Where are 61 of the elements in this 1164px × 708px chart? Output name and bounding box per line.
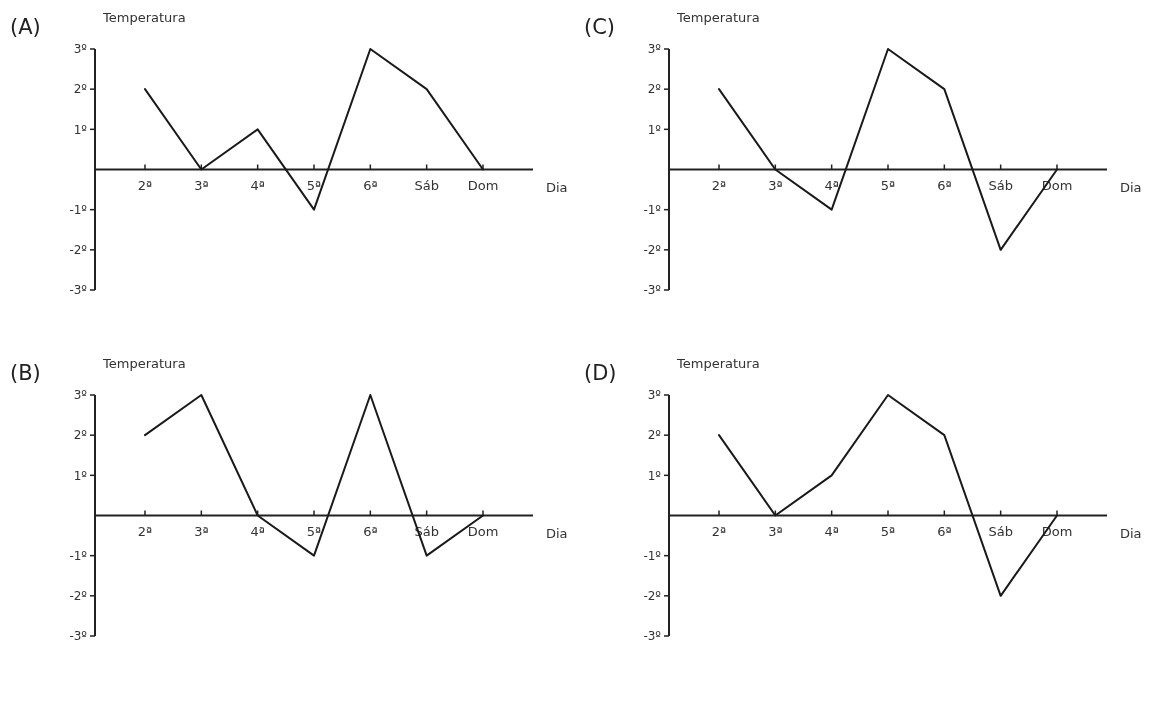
x-tick-label: 6ª — [937, 177, 952, 193]
x-tick-label: 2ª — [711, 177, 727, 193]
y-tick-label: 2º — [73, 82, 88, 97]
y-axis-title: Temperatura — [102, 10, 186, 25]
x-axis-title: Dia — [546, 179, 568, 195]
chart-title: (A) — [10, 15, 41, 39]
x-tick-label: Sáb — [988, 523, 1013, 539]
y-tick-label: -1º — [643, 202, 662, 217]
y-tick-label: -2º — [643, 589, 662, 604]
x-tick-label: 3ª — [768, 177, 783, 193]
y-tick-label: 1º — [647, 122, 662, 137]
x-tick-label: 3ª — [194, 523, 209, 539]
x-tick-label: 4ª — [250, 177, 265, 193]
chart-title: (C) — [584, 15, 616, 39]
x-tick-label: 5ª — [306, 177, 322, 193]
y-tick-label: 3º — [647, 388, 662, 403]
x-tick-label: 5ª — [306, 523, 322, 539]
y-tick-label: 2º — [647, 428, 662, 443]
x-axis-title: Dia — [546, 525, 568, 541]
x-tick-label: Sáb — [414, 177, 439, 193]
x-tick-label: 6ª — [363, 523, 378, 539]
x-tick-label: 5ª — [880, 523, 896, 539]
chart-title: (B) — [10, 361, 41, 385]
x-tick-label: 3ª — [194, 177, 209, 193]
x-tick-label: 4ª — [824, 523, 839, 539]
y-tick-label: 1º — [73, 122, 88, 137]
x-tick-label: 4ª — [824, 177, 839, 193]
y-axis-title: Temperatura — [102, 356, 186, 371]
y-axis-title: Temperatura — [676, 356, 760, 371]
y-tick-label: 1º — [647, 468, 662, 483]
x-tick-label: 2ª — [137, 523, 153, 539]
x-tick-label: 2ª — [137, 177, 153, 193]
x-tick-label: Dom — [467, 523, 499, 539]
y-tick-label: -3º — [69, 283, 88, 298]
x-tick-label: 6ª — [363, 177, 378, 193]
x-axis-title: Dia — [1120, 525, 1142, 541]
chart-title: (D) — [584, 361, 617, 385]
y-tick-label: -1º — [643, 548, 662, 563]
y-tick-label: -1º — [69, 548, 88, 563]
x-tick-label: Dom — [467, 177, 499, 193]
y-tick-label: 1º — [73, 468, 88, 483]
y-tick-label: 3º — [647, 42, 662, 57]
y-tick-label: -3º — [643, 283, 662, 298]
y-tick-label: 2º — [73, 428, 88, 443]
x-tick-label: 6ª — [937, 523, 952, 539]
y-tick-label: -1º — [69, 202, 88, 217]
y-axis-title: Temperatura — [676, 10, 760, 25]
x-axis-title: Dia — [1120, 179, 1142, 195]
x-tick-label: Sáb — [988, 177, 1013, 193]
y-tick-label: 3º — [73, 42, 88, 57]
y-tick-label: -3º — [643, 629, 662, 644]
y-tick-label: -2º — [643, 243, 662, 258]
x-tick-label: 2ª — [711, 523, 727, 539]
y-tick-label: -2º — [69, 589, 88, 604]
y-tick-label: -2º — [69, 243, 88, 258]
x-tick-label: 3ª — [768, 523, 783, 539]
y-tick-label: 3º — [73, 388, 88, 403]
y-tick-label: -3º — [69, 629, 88, 644]
x-tick-label: 4ª — [250, 523, 265, 539]
x-tick-label: 5ª — [880, 177, 896, 193]
y-tick-label: 2º — [647, 82, 662, 97]
